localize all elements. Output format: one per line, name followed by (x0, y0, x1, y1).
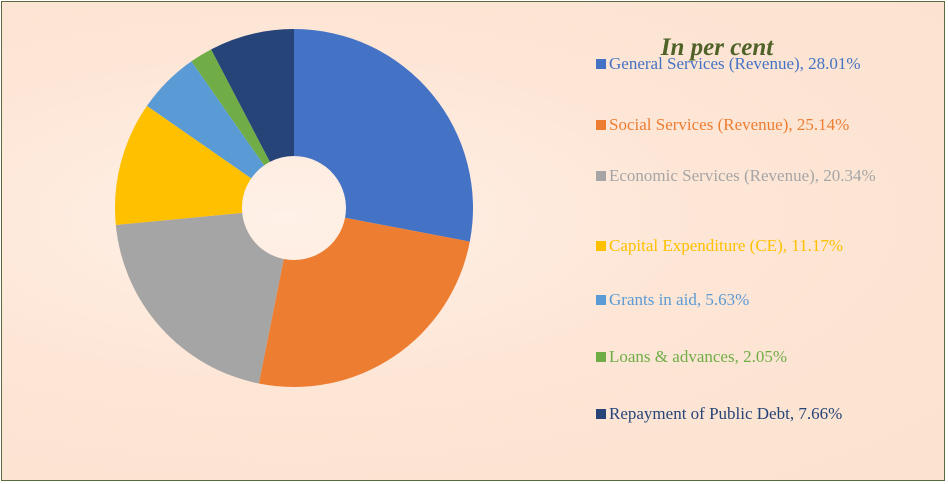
legend-entry: Social Services (Revenue), 25.14% (596, 115, 926, 135)
legend-label: Loans & advances, 2.05% (609, 347, 787, 366)
donut-slice (115, 212, 284, 384)
legend-swatch (596, 295, 606, 305)
chart-title: In per cent (660, 34, 774, 61)
legend-entry: Capital Expenditure (CE), 11.17% (596, 236, 926, 256)
donut-slice (115, 105, 252, 225)
donut-slice (191, 49, 270, 166)
legend-label: Capital Expenditure (CE), 11.17% (609, 236, 844, 255)
legend-swatch (596, 171, 606, 181)
legend-label: Economic Services (Revenue), 20.34% (609, 166, 876, 185)
legend-swatch (596, 352, 606, 362)
legend-label: Grants in aid, 5.63% (609, 290, 750, 309)
legend-entry: Loans & advances, 2.05% (596, 347, 926, 367)
legend-entry: Economic Services (Revenue), 20.34% (596, 166, 896, 186)
legend-entry: General Services (Revenue), 28.01% (596, 54, 926, 74)
legend-label: Repayment of Public Debt, 7.66% (609, 404, 843, 423)
legend-swatch (596, 409, 606, 419)
legend-entry: Repayment of Public Debt, 7.66% (596, 404, 926, 424)
legend-entry: Grants in aid, 5.63% (596, 290, 926, 310)
donut-slice (146, 61, 265, 179)
legend-swatch (596, 120, 606, 130)
donut-slice (294, 29, 473, 242)
donut-slice (258, 217, 470, 387)
legend-label: Social Services (Revenue), 25.14% (609, 115, 850, 134)
legend-swatch (596, 59, 606, 69)
legend-swatch (596, 241, 606, 251)
donut-slice (211, 29, 294, 162)
legend-label: General Services (Revenue), 28.01% (609, 54, 861, 73)
